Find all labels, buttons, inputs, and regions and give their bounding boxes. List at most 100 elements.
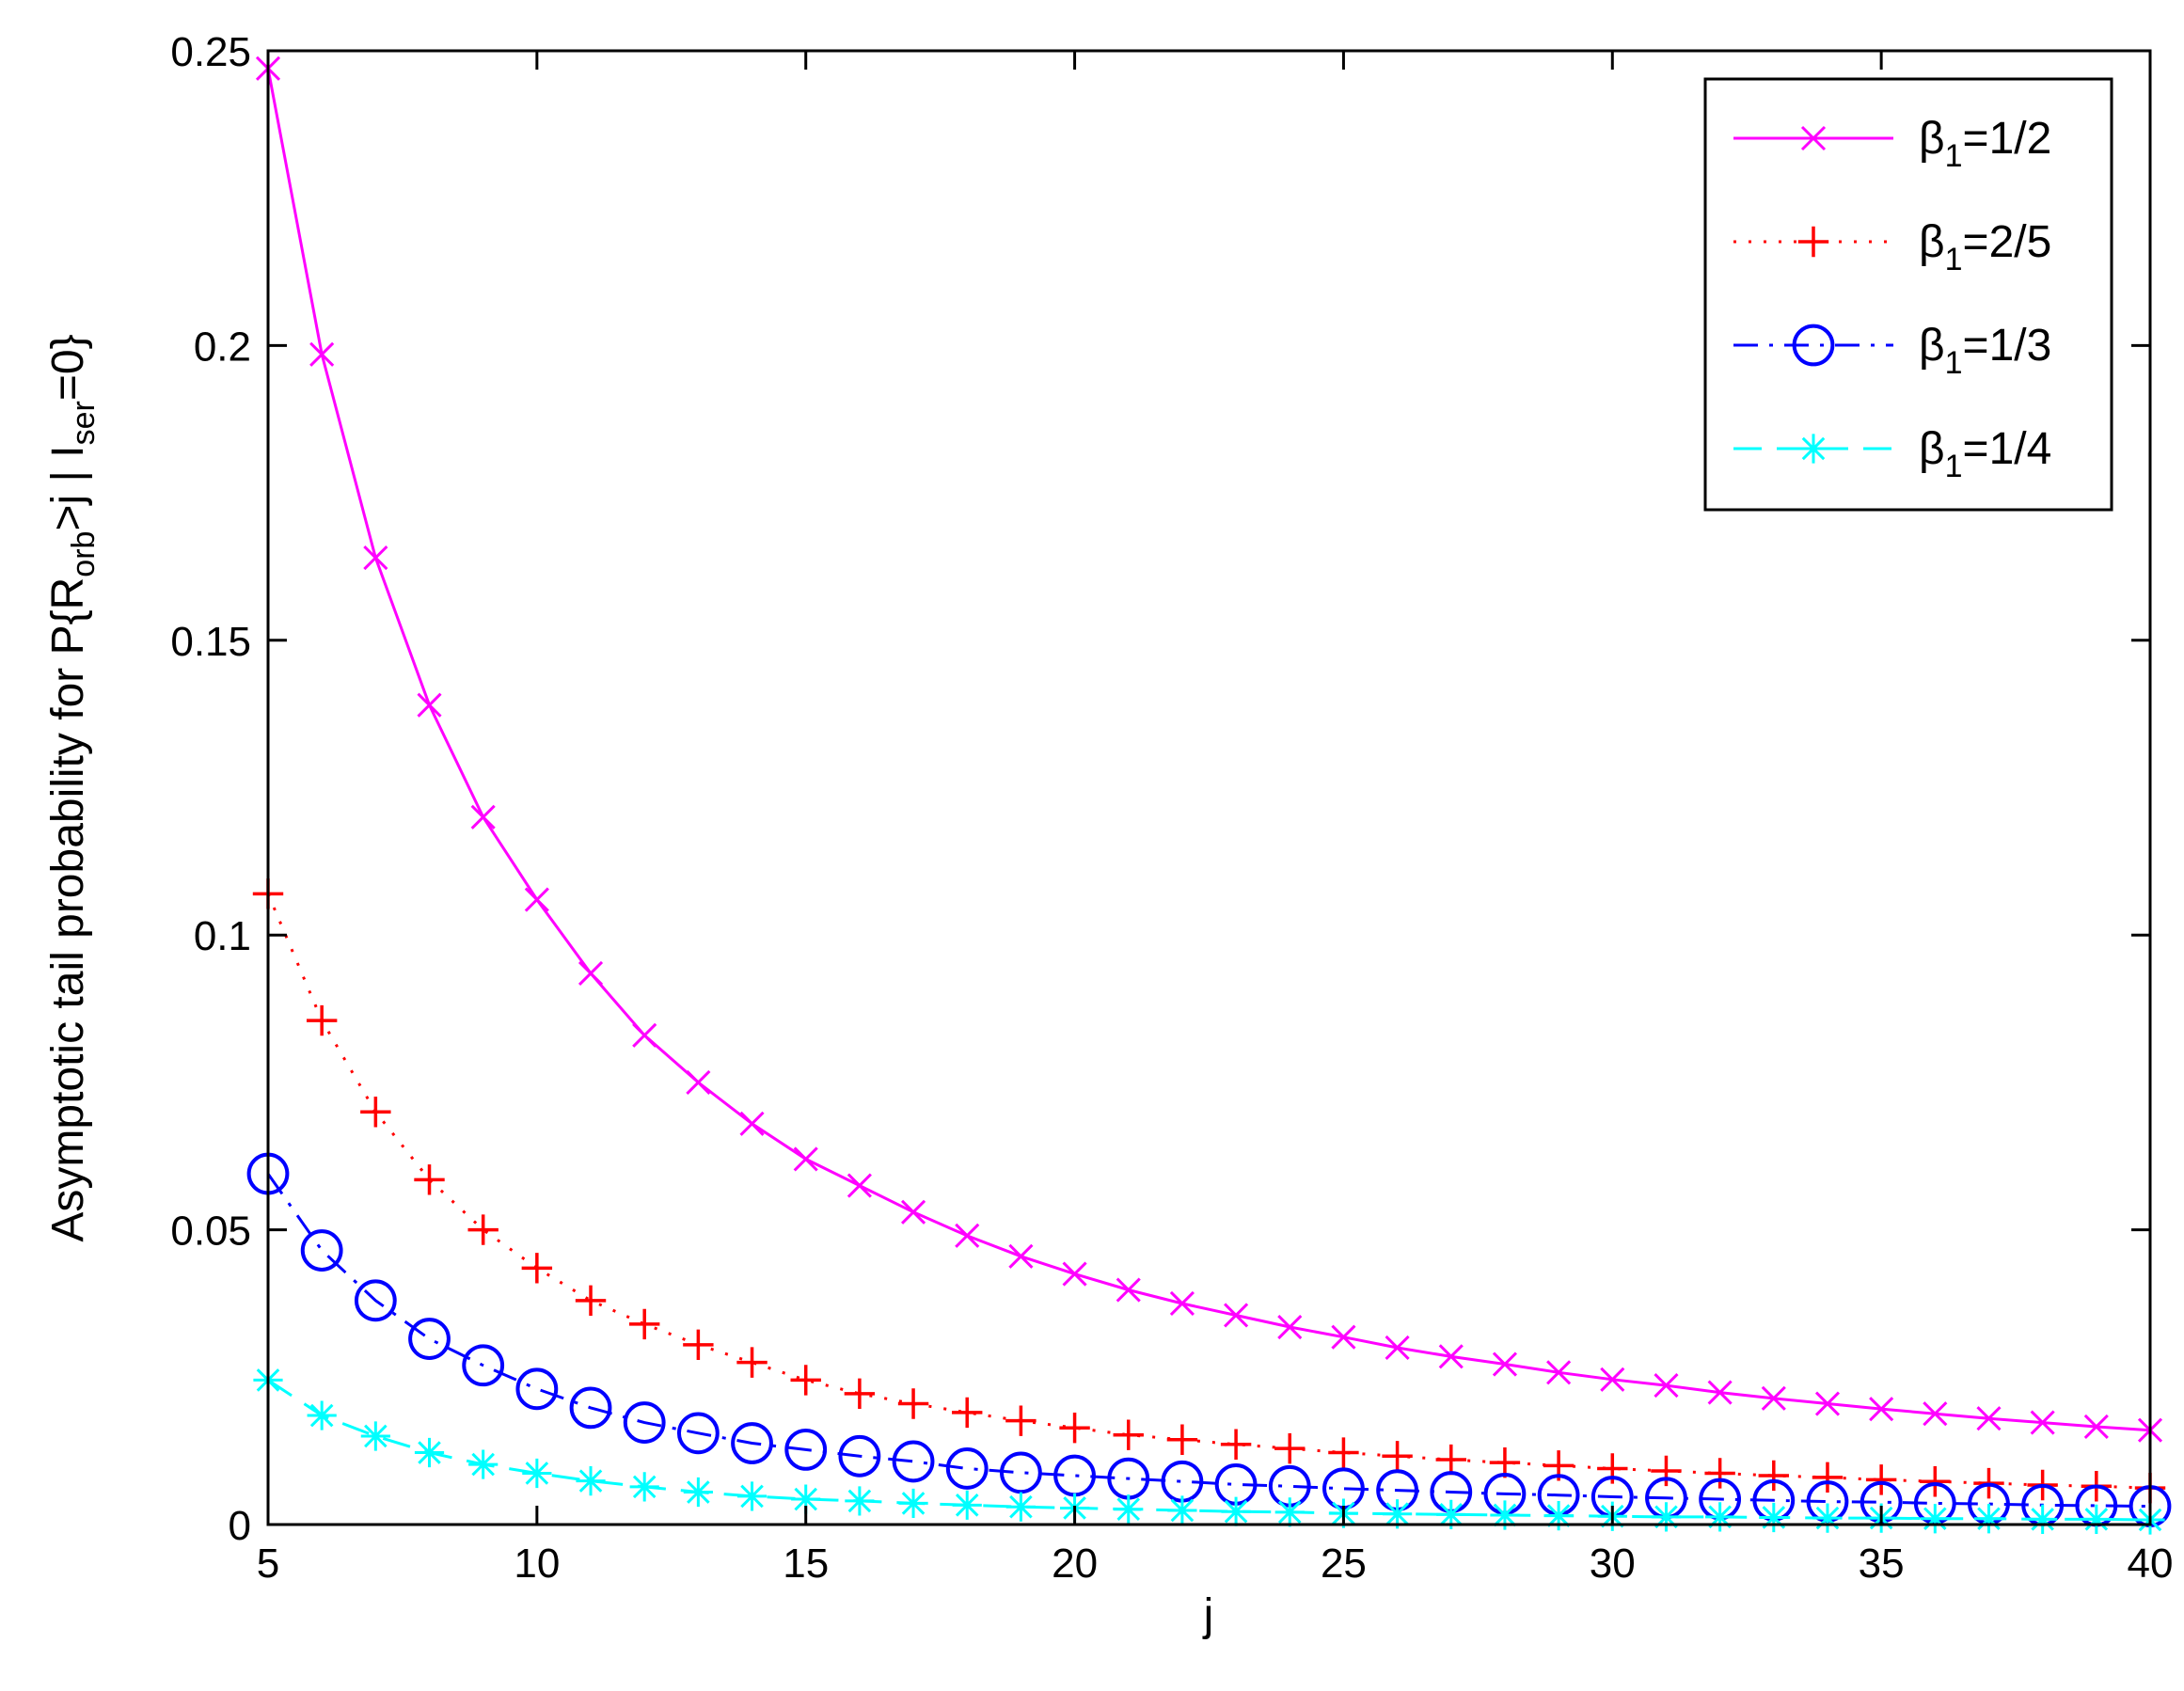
series-2-point bbox=[1489, 1446, 1521, 1478]
series-4-point bbox=[952, 1490, 982, 1520]
series-1-point bbox=[1008, 1243, 1034, 1269]
series-1-point bbox=[632, 1022, 657, 1048]
series-2-point bbox=[1220, 1429, 1252, 1460]
legend-item-4: β1=1/4 bbox=[1733, 424, 2051, 484]
series-4-line bbox=[267, 1379, 2151, 1522]
series-2-point bbox=[952, 1397, 983, 1429]
legend-marker bbox=[1792, 324, 1835, 367]
series-3-point bbox=[1000, 1451, 1042, 1494]
series-1-point bbox=[1600, 1367, 1625, 1392]
series-2-point bbox=[1382, 1441, 1413, 1472]
y-axis-label-main: Asymptotic tail probability for P{R bbox=[43, 577, 93, 1242]
axes-layer bbox=[266, 49, 2152, 1526]
x-tick-label: 10 bbox=[514, 1541, 560, 1587]
x-tick-label: 35 bbox=[1859, 1541, 1905, 1587]
legend-marker bbox=[1797, 226, 1829, 258]
series-1-point bbox=[2030, 1410, 2055, 1435]
series-4-point bbox=[1490, 1500, 1520, 1530]
series-1-point bbox=[793, 1146, 818, 1172]
series-4-point bbox=[1920, 1504, 1950, 1534]
series-2-point bbox=[1758, 1460, 1789, 1492]
series-3-point bbox=[676, 1412, 720, 1455]
x-tick-label: 40 bbox=[2128, 1541, 2174, 1587]
series-4-point bbox=[1436, 1499, 1466, 1529]
series-2-point bbox=[1435, 1444, 1466, 1476]
series-4-point bbox=[1274, 1497, 1305, 1527]
series-1-point bbox=[1438, 1344, 1464, 1369]
series-1-point bbox=[1707, 1380, 1733, 1405]
series-3-point bbox=[892, 1440, 935, 1483]
y-axis-label-sub1: orb bbox=[66, 531, 102, 577]
legend-item-1: β1=1/2 bbox=[1733, 114, 2051, 174]
series-4-point bbox=[1759, 1502, 1789, 1533]
series-2-point bbox=[1113, 1419, 1144, 1450]
y-tick-label: 0.25 bbox=[170, 29, 251, 75]
legend-label: β1=1/4 bbox=[1919, 424, 2051, 484]
series-3-point bbox=[354, 1279, 397, 1322]
series-1-point bbox=[1869, 1397, 1894, 1422]
series-4-point bbox=[2028, 1504, 2058, 1534]
series-layer bbox=[246, 55, 2172, 1535]
series-4-point bbox=[522, 1458, 552, 1489]
series-1-point bbox=[847, 1173, 872, 1198]
series-1-point bbox=[739, 1111, 765, 1136]
series-2-point bbox=[575, 1285, 607, 1317]
series-1-point bbox=[1116, 1277, 1141, 1303]
series-3-point bbox=[515, 1367, 559, 1411]
series-2-point bbox=[1651, 1455, 1682, 1487]
series-1-point bbox=[1546, 1360, 1572, 1385]
series-4-point bbox=[1543, 1501, 1574, 1531]
series-4-point bbox=[414, 1437, 445, 1468]
series-1-point bbox=[1814, 1391, 1841, 1416]
y-tick-label: 0 bbox=[229, 1503, 251, 1549]
axes-box bbox=[266, 49, 2152, 1526]
series-1-point bbox=[900, 1199, 926, 1225]
series-4-point bbox=[629, 1472, 659, 1502]
y-tick-label: 0.15 bbox=[170, 619, 251, 665]
series-4-point bbox=[1651, 1502, 1682, 1532]
legend-marker bbox=[1800, 125, 1827, 151]
series-4-point bbox=[1705, 1502, 1735, 1532]
legend-box bbox=[1703, 77, 2113, 512]
x-tick-label: 25 bbox=[1321, 1541, 1367, 1587]
x-tick-label: 30 bbox=[1590, 1541, 1636, 1587]
series-1-point bbox=[1654, 1373, 1679, 1399]
series-1-point bbox=[470, 804, 496, 830]
series-2-point bbox=[1274, 1432, 1306, 1464]
series-4-point bbox=[898, 1488, 928, 1519]
series-2-point bbox=[414, 1164, 445, 1195]
series-4-point bbox=[1973, 1504, 2004, 1534]
series-2-point bbox=[629, 1308, 660, 1340]
series-2-point bbox=[683, 1329, 714, 1361]
series-1-point bbox=[1492, 1351, 1518, 1377]
series-4-point bbox=[360, 1421, 390, 1451]
legend-marker bbox=[1798, 434, 1828, 464]
series-3-point bbox=[623, 1401, 666, 1444]
series-1-point bbox=[1062, 1261, 1087, 1287]
legend-label: β1=1/2 bbox=[1919, 114, 2051, 174]
y-tick-label: 0.1 bbox=[194, 913, 251, 959]
series-1-line bbox=[266, 68, 2151, 1432]
series-3-point bbox=[731, 1422, 773, 1464]
x-tick-label: 15 bbox=[783, 1541, 829, 1587]
series-2-point bbox=[467, 1214, 499, 1245]
series-1-point bbox=[2083, 1414, 2109, 1440]
series-4-point bbox=[1167, 1495, 1197, 1525]
series-2-point bbox=[1920, 1466, 1951, 1497]
series-2-point bbox=[1059, 1413, 1090, 1444]
series-2-point bbox=[521, 1253, 553, 1284]
series-4-point bbox=[1114, 1494, 1144, 1525]
series-1-point bbox=[686, 1069, 711, 1095]
series-4-point bbox=[576, 1466, 606, 1496]
series-1-point bbox=[1923, 1401, 1948, 1427]
series-2-point bbox=[1328, 1437, 1359, 1468]
x-axis-label: j bbox=[1202, 1590, 1214, 1640]
series-1-point bbox=[1224, 1303, 1249, 1328]
series-3-point bbox=[462, 1344, 505, 1387]
series-4-point bbox=[791, 1484, 821, 1514]
series-2-point bbox=[1865, 1464, 1897, 1495]
series-3-point bbox=[408, 1318, 451, 1360]
legend-item-3: β1=1/3 bbox=[1733, 321, 2051, 381]
series-1-point bbox=[578, 960, 604, 987]
series-3-point bbox=[784, 1428, 828, 1471]
